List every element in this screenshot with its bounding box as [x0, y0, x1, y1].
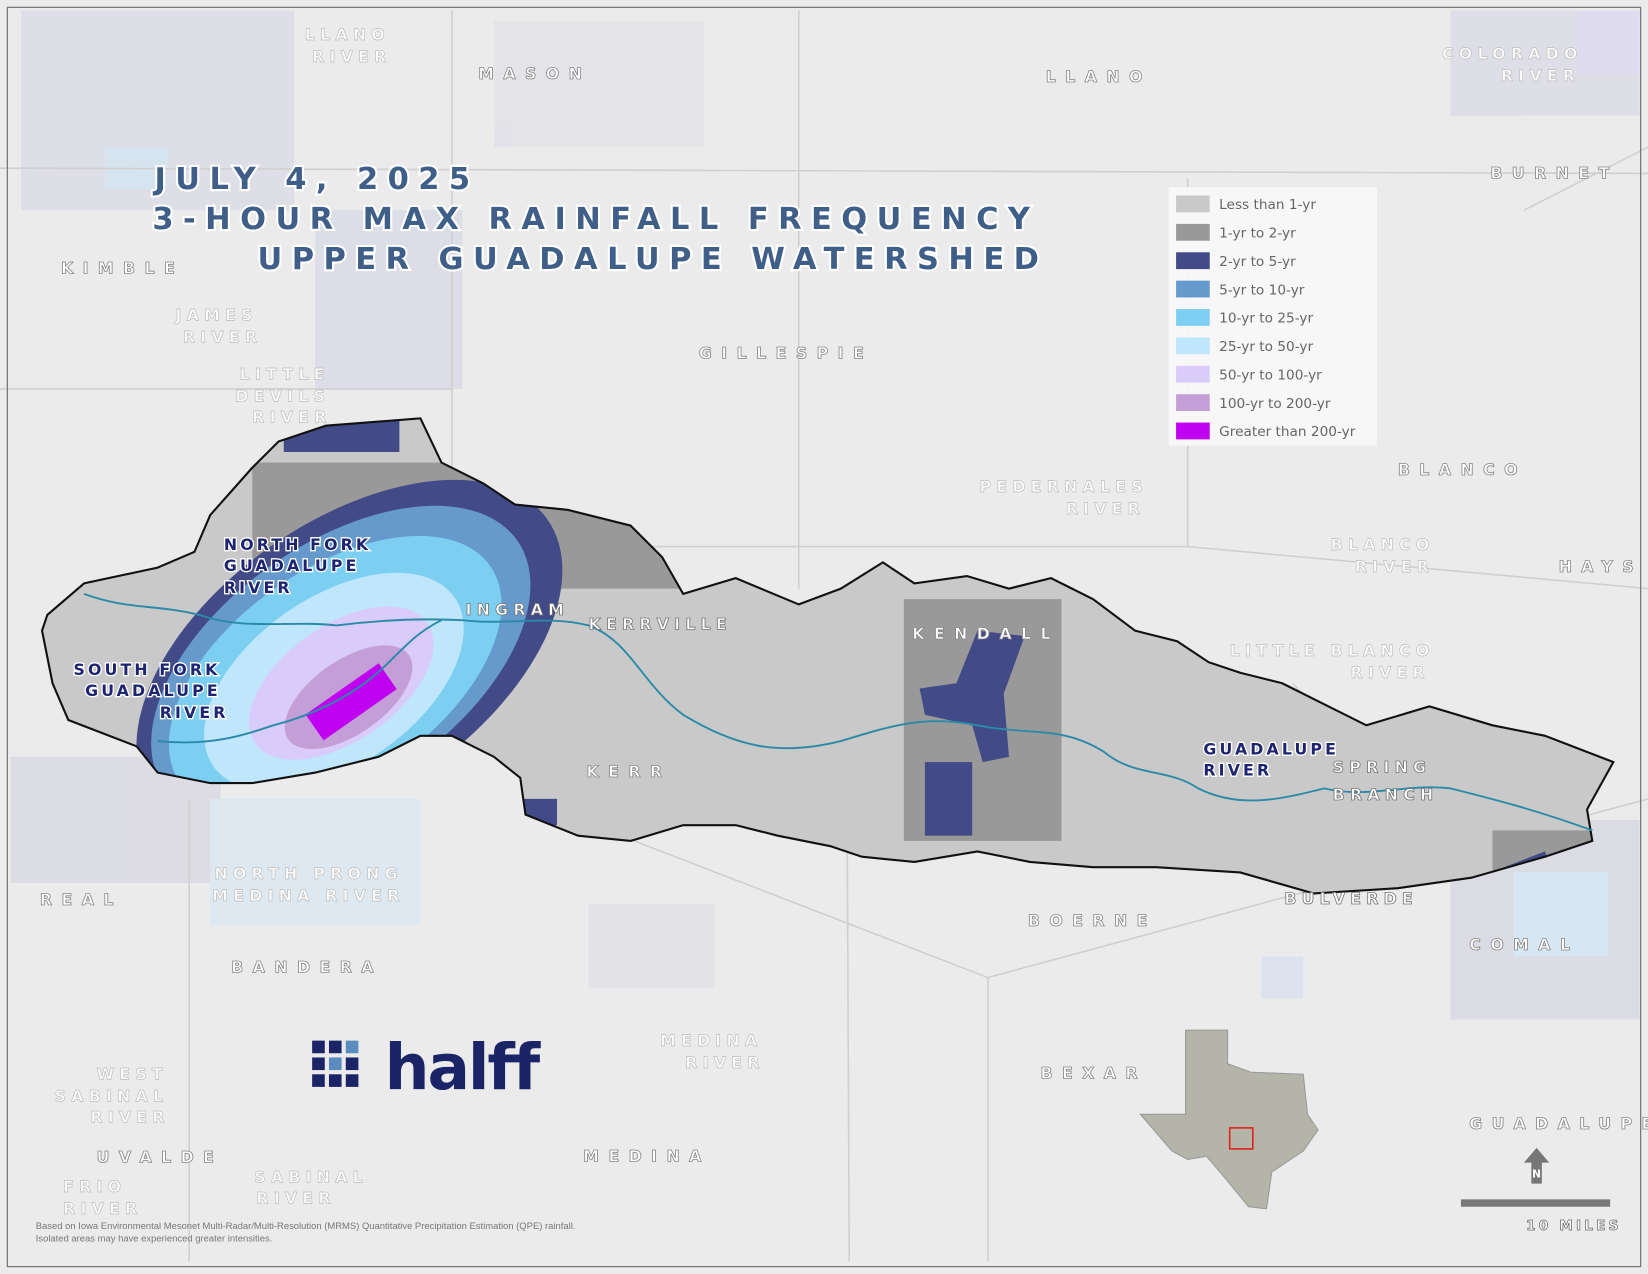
river-labels: LLANO RIVER COLORADO RIVER JAMES RIVER L…: [54, 25, 1583, 1219]
place-label: SPRING: [1333, 758, 1432, 777]
county-label: UVALDE: [97, 1148, 224, 1167]
river-label: RIVER: [183, 328, 262, 347]
river-label: JAMES: [175, 306, 258, 325]
river-label: RIVER: [1355, 557, 1434, 576]
river-label: RIVER: [252, 408, 331, 427]
river-label: RIVER: [685, 1053, 764, 1072]
river-label: RIVER: [312, 47, 391, 66]
county-label: BANDERA: [231, 957, 383, 976]
river-label: COLORADO: [1442, 44, 1583, 63]
scale-label: 10 MILES: [1526, 1218, 1622, 1234]
county-label: MASON: [478, 64, 591, 83]
river-label: GUADALUPE: [224, 556, 360, 575]
river-label: RIVER: [1203, 761, 1272, 780]
river-label: SABINAL: [55, 1087, 169, 1106]
logo-grid-icon: [312, 1040, 359, 1087]
river-label: RIVER: [256, 1189, 335, 1208]
river-label: RIVER: [1501, 66, 1580, 85]
legend-swatch: [1176, 280, 1210, 298]
place-label: INGRAM: [466, 600, 569, 619]
map-frame: [6, 6, 1642, 1268]
river-label: LLANO: [305, 25, 390, 44]
county-label: COMAL: [1469, 935, 1579, 954]
legend-swatch: [1176, 195, 1210, 213]
river-label: RIVER: [1351, 663, 1430, 682]
river-label: GUADALUPE: [85, 681, 221, 700]
guadalupe-river: [83, 593, 1593, 832]
logo-text: halff: [385, 1030, 541, 1104]
legend-label: 100-yr to 200-yr: [1219, 396, 1331, 412]
river-label: RIVER: [224, 578, 293, 597]
river-label: WEST: [97, 1065, 168, 1084]
place-label: BULVERDE: [1284, 889, 1418, 908]
river-label: RIVER: [1066, 499, 1145, 518]
county-label: KIMBLE: [61, 258, 184, 277]
county-label: LLANO: [1046, 67, 1152, 86]
legend-swatch: [1176, 365, 1210, 383]
place-label: KERRVILLE: [589, 615, 732, 634]
legend-label: 25-yr to 50-yr: [1219, 339, 1313, 355]
county-labels: MASON LLANO BURNET KIMBLE GILLESPIE BLAN…: [40, 63, 1648, 1167]
river-label: FRIO: [63, 1177, 126, 1196]
legend-swatch: [1176, 252, 1210, 270]
river-label: LITTLE BLANCO: [1230, 641, 1435, 660]
legend-label: Greater than 200-yr: [1219, 424, 1356, 440]
river-label: RIVER: [90, 1108, 169, 1127]
legend-swatch: [1176, 223, 1210, 241]
south-fork-river: [157, 619, 442, 744]
river-label: PEDERNALES: [980, 477, 1148, 496]
river-label: MEDINA RIVER: [212, 886, 404, 905]
river-label: NORTH PRONG: [214, 864, 402, 883]
texas-locator-map: [1139, 1029, 1319, 1210]
county-label: GUADALUPE: [1469, 1114, 1648, 1133]
title-sub: UPPER GUADALUPE WATERSHED: [258, 242, 1049, 277]
river-label: SOUTH FORK: [74, 660, 221, 679]
river-label: DEVILS: [235, 387, 330, 406]
river-label: RIVER: [63, 1199, 142, 1218]
watershed-labels: NORTH FORK GUADALUPE RIVER SOUTH FORK GU…: [72, 533, 1439, 908]
river-label: GUADALUPE: [1203, 740, 1339, 759]
footnote-line: Based on Iowa Environmental Mesonet Mult…: [36, 1221, 576, 1232]
county-label: KENDALL: [912, 624, 1060, 643]
legend-label: Less than 1-yr: [1219, 197, 1316, 213]
county-label: BEXAR: [1041, 1063, 1148, 1082]
county-label: BLANCO: [1398, 460, 1527, 479]
title-main: 3-HOUR MAX RAINFALL FREQUENCY: [152, 202, 1039, 237]
river-label: LITTLE: [240, 364, 330, 383]
legend: Less than 1-yr 1-yr to 2-yr 2-yr to 5-yr 5-…: [1168, 187, 1377, 446]
legend-label: 1-yr to 2-yr: [1219, 226, 1296, 242]
legend-swatch: [1176, 422, 1210, 440]
halff-logo: halff: [312, 1030, 543, 1104]
map-title: JULY 4, 2025 3-HOUR MAX RAINFALL FREQUEN…: [150, 160, 1049, 279]
river-label: NORTH FORK: [224, 535, 371, 554]
locator-box: [1228, 1127, 1254, 1150]
county-label: REAL: [40, 890, 123, 909]
river-label: SABINAL: [254, 1168, 368, 1187]
county-label: MEDINA: [583, 1147, 710, 1166]
title-date: JULY 4, 2025: [153, 162, 480, 197]
county-label: BURNET: [1490, 164, 1618, 183]
place-label: BRANCH: [1333, 785, 1439, 804]
river-label: MEDINA: [660, 1031, 762, 1050]
county-label: HAYS: [1559, 557, 1643, 576]
legend-label: 2-yr to 5-yr: [1219, 254, 1296, 270]
north-arrow: N: [1523, 1147, 1550, 1184]
legend-swatch: [1176, 337, 1210, 355]
footnote-line: Isolated areas may have experienced grea…: [36, 1233, 273, 1244]
county-label: GILLESPIE: [699, 343, 873, 362]
legend-label: 10-yr to 25-yr: [1219, 311, 1313, 327]
legend-swatch: [1176, 309, 1210, 326]
scale-bar: 10 MILES: [1460, 1199, 1622, 1234]
county-label: KERR: [586, 762, 671, 781]
north-label: N: [1532, 1168, 1541, 1180]
river-label: RIVER: [160, 703, 229, 722]
river-label: BLANCO: [1331, 535, 1435, 554]
legend-swatch: [1176, 394, 1210, 412]
legend-label: 5-yr to 10-yr: [1219, 282, 1305, 298]
legend-label: 50-yr to 100-yr: [1219, 367, 1322, 383]
outside-rainfall-shading: [10, 10, 1640, 1020]
county-label: BOERNE: [1028, 911, 1157, 930]
